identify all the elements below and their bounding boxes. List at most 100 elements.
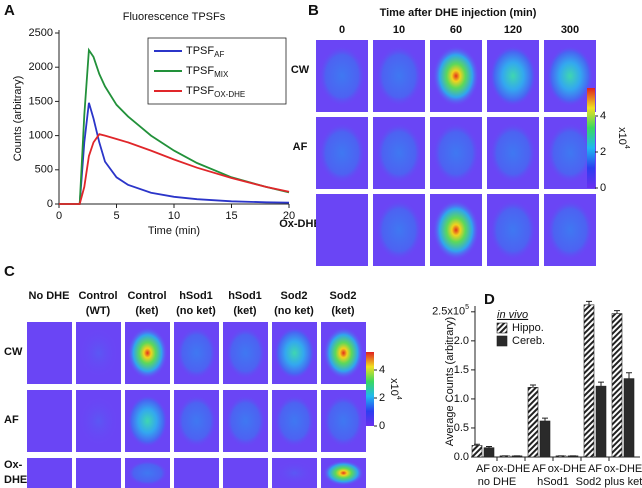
y-tick-label: 0.5 (454, 422, 469, 434)
error-bar (626, 372, 632, 379)
series-line (59, 47, 290, 205)
y-tick-label: 1000 (29, 130, 53, 142)
image-signal (225, 326, 266, 380)
group-label: hSod1 (537, 476, 569, 488)
column-label: Sod2 (281, 290, 308, 302)
column-label: 120 (504, 24, 522, 36)
panel-letter: B (308, 2, 319, 19)
x-tick-label: ox-DHE (604, 463, 642, 475)
image-background (316, 194, 368, 266)
series-line (59, 133, 290, 205)
image-signal (546, 122, 594, 184)
error-bar (598, 381, 604, 387)
image-signal (432, 199, 480, 261)
image-background (27, 322, 72, 384)
colorbar-tick-label: 4 (600, 110, 606, 122)
column-label: (ket) (331, 305, 355, 317)
image-signal (127, 326, 168, 380)
image-signal (546, 199, 594, 261)
row-label: Ox- (4, 459, 23, 471)
panel-letter: C (4, 263, 15, 280)
image-signal (225, 394, 266, 448)
y-tick-label: 1.5 (454, 364, 469, 376)
x-tick-label: AF (476, 463, 490, 475)
image-background (174, 458, 219, 488)
image-signal (546, 45, 594, 107)
image-signal (274, 394, 315, 448)
series-line (59, 102, 290, 205)
image-background (27, 390, 72, 452)
subscript: OX-DHE (214, 90, 245, 99)
row-label: AF (4, 414, 19, 426)
image-signal (318, 45, 366, 107)
legend-swatch (496, 322, 508, 334)
colorbar-tick-label: 0 (600, 182, 606, 194)
bar (483, 447, 495, 458)
y-tick-label: 0 (47, 198, 53, 210)
bar (471, 445, 483, 458)
superscript: 4 (623, 145, 630, 149)
column-label: 300 (561, 24, 579, 36)
legend-label: Hippo. (512, 322, 544, 334)
y-tick-label: 2.0 (454, 335, 469, 347)
x-tick-label: 20 (283, 210, 295, 222)
column-label: Control (78, 290, 117, 302)
y-tick-label: 1.0 (454, 393, 469, 405)
y-axis-label: Average Counts (arbitrary) (444, 317, 456, 446)
image-signal (489, 122, 537, 184)
image-signal (323, 394, 364, 448)
x-tick-label: 5 (113, 210, 119, 222)
image-signal (323, 460, 364, 486)
subscript: AF (214, 50, 224, 59)
y-axis-label: Counts (arbitrary) (12, 76, 24, 162)
bar (583, 304, 595, 458)
column-label: (WT) (86, 305, 111, 317)
colorbar-tick-label: 2 (379, 392, 385, 404)
legend-label: Cereb. (512, 335, 545, 347)
image-signal (489, 199, 537, 261)
image-signal (78, 326, 119, 380)
row-label: Ox-DHE (279, 218, 321, 230)
y-tick-label: 2.5x105 (432, 304, 469, 318)
colorbar (366, 352, 374, 426)
colorbar-tick-label: 0 (379, 420, 385, 432)
group-label: no DHE (478, 476, 517, 488)
column-label: No DHE (29, 290, 70, 302)
column-label: (ket) (135, 305, 159, 317)
error-bar (614, 310, 620, 314)
superscript: 4 (395, 396, 402, 400)
colorbar-label: x104 (616, 127, 630, 149)
x-tick-label: ox-DHE (492, 463, 531, 475)
image-signal (323, 326, 364, 380)
image-signal (176, 326, 217, 380)
y-tick-label: 0.0 (454, 451, 469, 463)
column-label: 0 (339, 24, 345, 36)
image-signal (375, 122, 423, 184)
image-signal (274, 326, 315, 380)
image-signal (127, 394, 168, 448)
error-bar (474, 443, 480, 446)
y-tick-label: 2000 (29, 61, 53, 73)
subscript: MIX (214, 70, 229, 79)
bar (595, 385, 607, 458)
y-tick-label: 2500 (29, 27, 53, 39)
row-label: DHE (4, 474, 27, 486)
bar (539, 420, 551, 458)
image-signal (274, 460, 315, 486)
column-label: Sod2 (330, 290, 357, 302)
bar (611, 313, 623, 458)
x-tick-label: AF (588, 463, 602, 475)
image-signal (318, 122, 366, 184)
error-bar (586, 300, 592, 305)
error-bar (486, 446, 492, 448)
colorbar-tick-label: 4 (379, 364, 385, 376)
row-label: AF (293, 141, 308, 153)
legend-title: in vivo (497, 309, 528, 321)
colorbar-tick-label: 2 (600, 146, 606, 158)
column-label: 60 (450, 24, 462, 36)
error-bar (542, 417, 548, 421)
image-signal (489, 45, 537, 107)
y-tick-label: 1500 (29, 95, 53, 107)
column-label: 10 (393, 24, 405, 36)
